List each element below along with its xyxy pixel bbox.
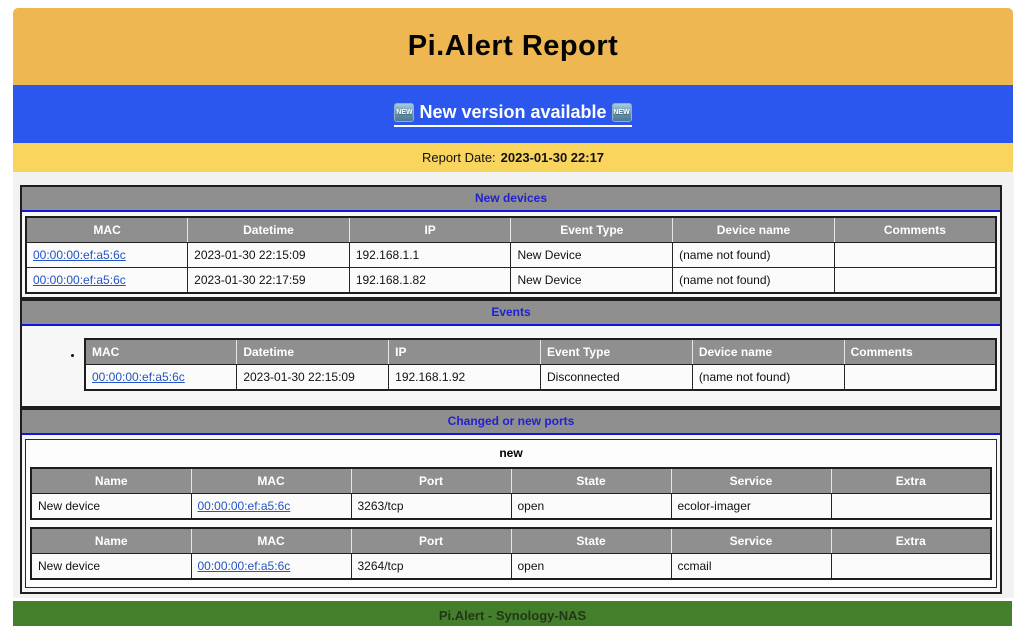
section-title-events: Events <box>22 301 1000 326</box>
column-header-comments: Comments <box>843 338 997 365</box>
mac-cell: 00:00:00:ef:a5:6c <box>190 493 352 520</box>
table-row: 00:00:00:ef:a5:6c 2023-01-30 22:15:09 19… <box>25 242 997 268</box>
mac-cell: 00:00:00:ef:a5:6c <box>25 242 189 268</box>
column-header-mac: MAC <box>84 338 238 365</box>
column-header-datetime: Datetime <box>236 338 390 365</box>
column-header-port: Port <box>350 527 512 554</box>
column-header-datetime: Datetime <box>187 216 350 243</box>
events-table: MAC Datetime IP Event Type Device name C… <box>84 338 997 391</box>
version-banner: NEW New version available NEW <box>13 85 1013 143</box>
section-events: Events MAC Datetime IP Event Type Device… <box>20 299 1002 408</box>
table-row: 00:00:00:ef:a5:6c 2023-01-30 22:15:09 19… <box>84 364 997 391</box>
service-cell: ecolor-imager <box>670 493 832 520</box>
state-cell: open <box>510 493 672 520</box>
report-date-label: Report Date: <box>421 150 496 165</box>
event-type-cell: Disconnected <box>539 364 693 391</box>
report-body: New devices MAC Datetime IP Event Type D… <box>13 172 1014 598</box>
column-header-ip: IP <box>388 338 541 365</box>
ip-cell: 192.168.1.1 <box>348 242 512 268</box>
ports-group-label: new <box>499 446 523 460</box>
event-type-cell: New Device <box>510 242 674 268</box>
ip-cell: 192.168.1.92 <box>388 364 541 391</box>
column-header-state: State <box>510 467 672 494</box>
report-header: Pi.Alert Report <box>13 8 1013 85</box>
column-header-mac: MAC <box>190 527 352 554</box>
mac-link[interactable]: 00:00:00:ef:a5:6c <box>33 273 126 287</box>
comments-cell <box>833 242 997 268</box>
port-cell: 3264/tcp <box>350 553 512 580</box>
comments-cell <box>833 267 997 294</box>
column-header-port: Port <box>350 467 512 494</box>
ip-cell: 192.168.1.82 <box>348 267 512 294</box>
new-devices-table: MAC Datetime IP Event Type Device name C… <box>25 216 997 294</box>
event-type-cell: New Device <box>510 267 674 294</box>
device-name-cell: (name not found) <box>672 242 835 268</box>
events-list: MAC Datetime IP Event Type Device name C… <box>22 338 1000 391</box>
table-header-row: MAC Datetime IP Event Type Device name C… <box>84 338 997 365</box>
mac-cell: 00:00:00:ef:a5:6c <box>25 267 189 294</box>
column-header-mac: MAC <box>190 467 352 494</box>
column-header-device-name: Device name <box>691 338 845 365</box>
section-title-new-devices: New devices <box>22 187 1000 212</box>
table-header-row: MAC Datetime IP Event Type Device name C… <box>25 216 997 243</box>
mac-link[interactable]: 00:00:00:ef:a5:6c <box>197 559 291 573</box>
table-row: New device 00:00:00:ef:a5:6c 3263/tcp op… <box>30 493 992 520</box>
mac-cell: 00:00:00:ef:a5:6c <box>84 364 238 391</box>
column-header-service: Service <box>670 527 832 554</box>
ports-group-box: new Name MAC Port State Service Extra <box>25 439 997 588</box>
device-name-cell: (name not found) <box>672 267 835 294</box>
report-date-value: 2023-01-30 22:17 <box>500 150 605 165</box>
section-ports: Changed or new ports new Name MAC Port S… <box>20 408 1002 594</box>
table-row: 00:00:00:ef:a5:6c 2023-01-30 22:17:59 19… <box>25 267 997 294</box>
footer-bar: Pi.Alert - Synology-NAS <box>13 601 1012 626</box>
datetime-cell: 2023-01-30 22:15:09 <box>236 364 390 391</box>
mac-link[interactable]: 00:00:00:ef:a5:6c <box>92 370 185 384</box>
column-header-mac: MAC <box>25 216 189 243</box>
column-header-state: State <box>510 527 672 554</box>
extra-cell <box>830 553 992 580</box>
column-header-name: Name <box>30 527 192 554</box>
column-header-service: Service <box>670 467 832 494</box>
new-version-link-label[interactable]: New version available <box>419 101 607 122</box>
column-header-ip: IP <box>348 216 512 243</box>
table-row: New device 00:00:00:ef:a5:6c 3264/tcp op… <box>30 553 992 580</box>
port-cell: 3263/tcp <box>350 493 512 520</box>
extra-cell <box>830 493 992 520</box>
mac-cell: 00:00:00:ef:a5:6c <box>190 553 352 580</box>
comments-cell <box>843 364 997 391</box>
events-list-item: MAC Datetime IP Event Type Device name C… <box>84 338 1000 391</box>
section-title-ports: Changed or new ports <box>22 410 1000 435</box>
table-header-row: Name MAC Port State Service Extra <box>30 527 992 554</box>
new-badge-icon[interactable]: NEW <box>611 102 632 122</box>
service-cell: ccmail <box>670 553 832 580</box>
datetime-cell: 2023-01-30 22:17:59 <box>187 267 350 294</box>
section-new-devices: New devices MAC Datetime IP Event Type D… <box>20 185 1002 299</box>
new-version-link[interactable]: NEW New version available NEW <box>394 101 632 127</box>
footer-text: Pi.Alert - Synology-NAS <box>438 608 587 623</box>
state-cell: open <box>510 553 672 580</box>
datetime-cell: 2023-01-30 22:15:09 <box>187 242 350 268</box>
column-header-event-type: Event Type <box>539 338 693 365</box>
name-cell: New device <box>30 553 192 580</box>
name-cell: New device <box>30 493 192 520</box>
ports-table-1: Name MAC Port State Service Extra New de… <box>30 467 992 520</box>
table-header-row: Name MAC Port State Service Extra <box>30 467 992 494</box>
new-badge-icon[interactable]: NEW <box>394 102 415 122</box>
column-header-comments: Comments <box>833 216 997 243</box>
mac-link[interactable]: 00:00:00:ef:a5:6c <box>33 248 126 262</box>
column-header-extra: Extra <box>830 527 992 554</box>
column-header-extra: Extra <box>830 467 992 494</box>
column-header-device-name: Device name <box>672 216 835 243</box>
ports-table-2: Name MAC Port State Service Extra New de… <box>30 527 992 580</box>
mac-link[interactable]: 00:00:00:ef:a5:6c <box>197 499 291 513</box>
column-header-event-type: Event Type <box>510 216 674 243</box>
page-title: Pi.Alert Report <box>407 30 619 62</box>
device-name-cell: (name not found) <box>691 364 845 391</box>
report-date-bar: Report Date: 2023-01-30 22:17 <box>13 143 1013 172</box>
column-header-name: Name <box>30 467 192 494</box>
